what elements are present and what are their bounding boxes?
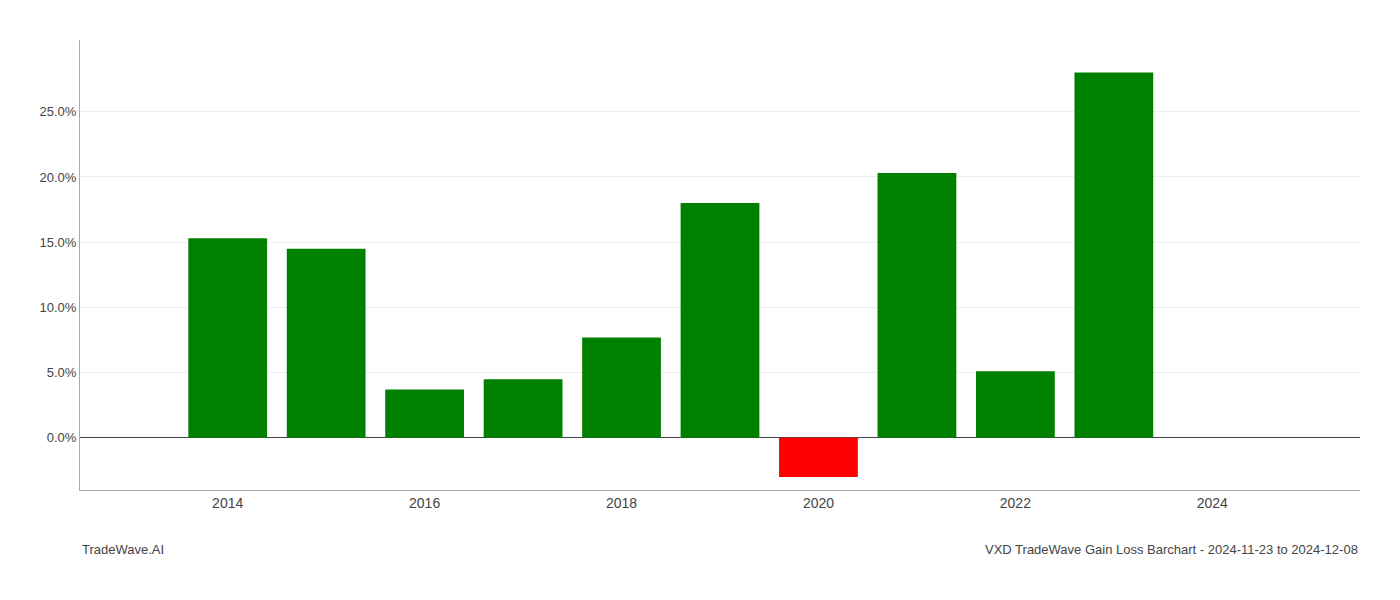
svg-text:2018: 2018: [606, 495, 637, 511]
svg-text:5.0%: 5.0%: [47, 365, 77, 380]
svg-text:2022: 2022: [1000, 495, 1031, 511]
svg-text:TradeWave.AI: TradeWave.AI: [82, 542, 164, 557]
svg-text:0.0%: 0.0%: [47, 430, 77, 445]
svg-text:25.0%: 25.0%: [40, 104, 77, 119]
svg-text:2020: 2020: [803, 495, 834, 511]
svg-text:2024: 2024: [1197, 495, 1228, 511]
svg-text:2014: 2014: [212, 495, 243, 511]
svg-text:VXD TradeWave Gain Loss Barcha: VXD TradeWave Gain Loss Barchart - 2024-…: [985, 542, 1358, 557]
svg-text:20.0%: 20.0%: [40, 170, 77, 185]
svg-text:10.0%: 10.0%: [40, 300, 77, 315]
svg-text:2016: 2016: [409, 495, 440, 511]
svg-text:15.0%: 15.0%: [40, 235, 77, 250]
